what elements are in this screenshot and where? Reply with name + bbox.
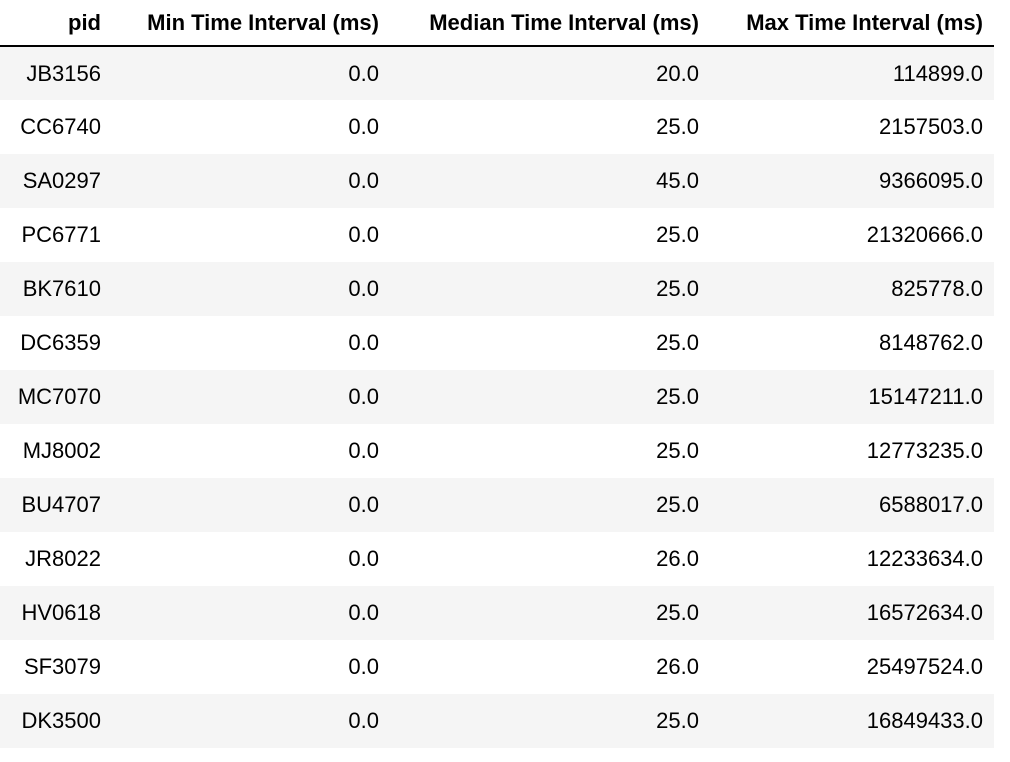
cell-pid: CC6740 <box>0 100 112 154</box>
cell-min: 0.0 <box>112 316 390 370</box>
cell-min: 0.0 <box>112 262 390 316</box>
cell-min: 0.0 <box>112 208 390 262</box>
cell-max: 2157503.0 <box>710 100 994 154</box>
table-body: JB3156 0.0 20.0 114899.0 CC6740 0.0 25.0… <box>0 46 994 748</box>
cell-pid: BU4707 <box>0 478 112 532</box>
cell-min: 0.0 <box>112 640 390 694</box>
cell-median: 45.0 <box>390 154 710 208</box>
table-row: MC7070 0.0 25.0 15147211.0 <box>0 370 994 424</box>
table-row: JR8022 0.0 26.0 12233634.0 <box>0 532 994 586</box>
cell-pid: DK3500 <box>0 694 112 748</box>
cell-median: 25.0 <box>390 586 710 640</box>
table-row: SA0297 0.0 45.0 9366095.0 <box>0 154 994 208</box>
cell-median: 25.0 <box>390 370 710 424</box>
cell-pid: JR8022 <box>0 532 112 586</box>
cell-median: 25.0 <box>390 478 710 532</box>
column-header-max-time-interval: Max Time Interval (ms) <box>710 0 994 47</box>
cell-pid: SA0297 <box>0 154 112 208</box>
cell-max: 8148762.0 <box>710 316 994 370</box>
column-header-pid: pid <box>0 0 112 47</box>
cell-max: 21320666.0 <box>710 208 994 262</box>
table-row: MJ8002 0.0 25.0 12773235.0 <box>0 424 994 478</box>
cell-median: 25.0 <box>390 316 710 370</box>
cell-pid: DC6359 <box>0 316 112 370</box>
cell-median: 25.0 <box>390 100 710 154</box>
cell-median: 25.0 <box>390 262 710 316</box>
cell-max: 114899.0 <box>710 46 994 100</box>
table-row: BK7610 0.0 25.0 825778.0 <box>0 262 994 316</box>
cell-pid: PC6771 <box>0 208 112 262</box>
cell-min: 0.0 <box>112 46 390 100</box>
cell-min: 0.0 <box>112 694 390 748</box>
cell-min: 0.0 <box>112 424 390 478</box>
cell-pid: MJ8002 <box>0 424 112 478</box>
cell-max: 12233634.0 <box>710 532 994 586</box>
table-row: BU4707 0.0 25.0 6588017.0 <box>0 478 994 532</box>
cell-max: 6588017.0 <box>710 478 994 532</box>
cell-max: 12773235.0 <box>710 424 994 478</box>
dataframe-table: pid Min Time Interval (ms) Median Time I… <box>0 0 994 748</box>
cell-pid: MC7070 <box>0 370 112 424</box>
cell-median: 26.0 <box>390 532 710 586</box>
cell-pid: SF3079 <box>0 640 112 694</box>
cell-median: 26.0 <box>390 640 710 694</box>
cell-max: 825778.0 <box>710 262 994 316</box>
cell-min: 0.0 <box>112 586 390 640</box>
cell-median: 25.0 <box>390 208 710 262</box>
table-row: CC6740 0.0 25.0 2157503.0 <box>0 100 994 154</box>
table-row: SF3079 0.0 26.0 25497524.0 <box>0 640 994 694</box>
cell-median: 25.0 <box>390 424 710 478</box>
cell-median: 25.0 <box>390 694 710 748</box>
cell-max: 16572634.0 <box>710 586 994 640</box>
cell-max: 25497524.0 <box>710 640 994 694</box>
column-header-median-time-interval: Median Time Interval (ms) <box>390 0 710 47</box>
table-row: PC6771 0.0 25.0 21320666.0 <box>0 208 994 262</box>
cell-pid: JB3156 <box>0 46 112 100</box>
cell-pid: HV0618 <box>0 586 112 640</box>
column-header-min-time-interval: Min Time Interval (ms) <box>112 0 390 47</box>
cell-pid: BK7610 <box>0 262 112 316</box>
table-row: DC6359 0.0 25.0 8148762.0 <box>0 316 994 370</box>
header-row: pid Min Time Interval (ms) Median Time I… <box>0 0 994 47</box>
cell-min: 0.0 <box>112 370 390 424</box>
cell-min: 0.0 <box>112 532 390 586</box>
cell-min: 0.0 <box>112 100 390 154</box>
cell-min: 0.0 <box>112 478 390 532</box>
table-row: JB3156 0.0 20.0 114899.0 <box>0 46 994 100</box>
cell-median: 20.0 <box>390 46 710 100</box>
table-row: HV0618 0.0 25.0 16572634.0 <box>0 586 994 640</box>
cell-max: 15147211.0 <box>710 370 994 424</box>
cell-max: 9366095.0 <box>710 154 994 208</box>
cell-max: 16849433.0 <box>710 694 994 748</box>
cell-min: 0.0 <box>112 154 390 208</box>
table-row: DK3500 0.0 25.0 16849433.0 <box>0 694 994 748</box>
table-header: pid Min Time Interval (ms) Median Time I… <box>0 0 994 47</box>
